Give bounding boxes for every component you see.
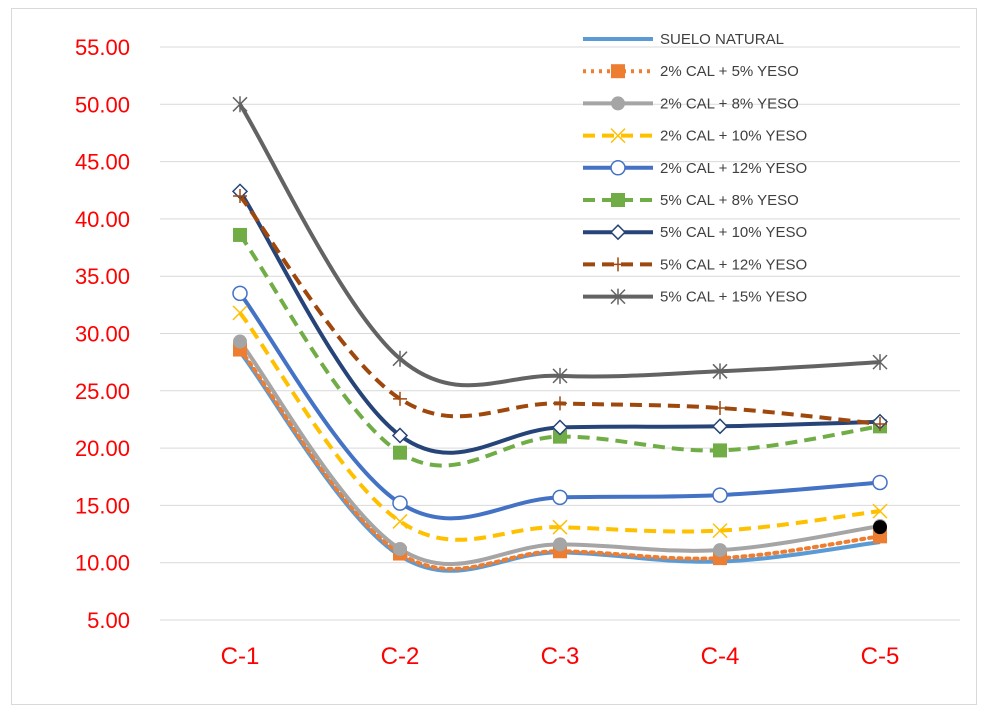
legend-label: 2% CAL + 12% YESO	[660, 160, 807, 177]
legend: SUELO NATURAL 2% CAL + 5% YESO 2% CAL + 8%…	[583, 31, 807, 306]
y-tick-label: 25.00	[75, 379, 130, 404]
series-line	[238, 340, 881, 566]
data-point	[393, 391, 407, 406]
data-point	[872, 354, 888, 371]
data-point	[553, 537, 567, 552]
data-point	[391, 427, 409, 444]
legend-label: 5% CAL + 15% YESO	[660, 289, 807, 306]
y-tick-label: 5.00	[87, 608, 130, 633]
legend-entry: 5% CAL + 10% YESO	[583, 224, 807, 241]
x-tick-label: C-2	[381, 643, 420, 670]
legend-marker	[611, 257, 625, 272]
series-line	[238, 190, 881, 455]
legend-label: 5% CAL + 12% YESO	[660, 256, 807, 273]
series-line	[238, 233, 881, 468]
y-tick-label: 30.00	[75, 322, 130, 347]
y-tick-label: 45.00	[75, 150, 130, 175]
gridlines	[160, 46, 960, 621]
legend-marker	[610, 160, 626, 176]
data-point	[233, 188, 247, 203]
x-tick-label: C-3	[541, 643, 580, 670]
data-point	[233, 334, 247, 349]
data-point	[552, 367, 568, 384]
legend-label: 5% CAL + 10% YESO	[660, 224, 807, 241]
series-line	[238, 292, 881, 521]
data-point	[393, 445, 407, 460]
legend-entry: SUELO NATURAL	[583, 31, 784, 48]
data-point	[553, 429, 567, 444]
legend-entry: 5% CAL + 8% YESO	[583, 192, 799, 209]
legend-label: 2% CAL + 8% YESO	[660, 95, 799, 112]
legend-entry: 5% CAL + 12% YESO	[583, 256, 807, 273]
data-point	[872, 503, 888, 519]
y-tick-label: 35.00	[75, 264, 130, 289]
x-tick-label: C-4	[701, 643, 740, 670]
data-point	[873, 417, 887, 432]
legend-label: SUELO NATURAL	[660, 31, 784, 48]
data-point	[711, 418, 729, 435]
data-point	[553, 396, 567, 411]
y-tick-label: 55.00	[75, 35, 130, 60]
data-point	[713, 543, 727, 558]
data-point	[712, 487, 728, 503]
series-line	[238, 194, 881, 426]
series-lines	[238, 103, 882, 573]
data-point	[712, 523, 728, 539]
legend-marker	[611, 64, 625, 79]
x-axis-tick-labels: C-1 C-2 C-3 C-4 C-5	[221, 643, 900, 670]
chart-frame	[11, 8, 977, 705]
series-line	[238, 347, 882, 571]
highlight-point	[873, 520, 887, 535]
y-tick-label: 15.00	[75, 493, 130, 518]
legend-marker	[609, 224, 627, 241]
legend-entry: 2% CAL + 5% YESO	[583, 63, 799, 80]
data-point	[713, 400, 727, 415]
legend-marker	[610, 128, 626, 144]
series-line	[238, 311, 881, 542]
data-point	[552, 519, 568, 535]
y-tick-label: 20.00	[75, 436, 130, 461]
y-axis-tick-labels: 5.00 10.00 15.00 20.00 25.00 30.00 35.00 40.00 4…	[75, 35, 130, 633]
legend-label: 2% CAL + 5% YESO	[660, 63, 799, 80]
data-point	[232, 305, 248, 321]
data-point	[232, 96, 248, 113]
data-point	[392, 495, 408, 511]
legend-label: 2% CAL + 10% YESO	[660, 128, 807, 145]
data-point	[712, 363, 728, 380]
data-point	[551, 419, 569, 436]
legend-marker	[611, 96, 625, 111]
data-point	[233, 227, 247, 242]
legend-entry: 2% CAL + 12% YESO	[583, 160, 807, 177]
legend-entry: 2% CAL + 10% YESO	[583, 128, 807, 145]
data-point	[552, 489, 568, 506]
data-point	[232, 285, 248, 302]
data-point	[392, 350, 408, 367]
legend-marker	[610, 288, 626, 305]
x-tick-label: C-1	[221, 643, 260, 670]
y-tick-label: 40.00	[75, 207, 130, 232]
legend-entry: 5% CAL + 15% YESO	[583, 288, 807, 306]
legend-entry: 2% CAL + 8% YESO	[583, 95, 799, 112]
annotations	[873, 520, 887, 535]
legend-marker	[611, 193, 625, 207]
data-point	[872, 474, 888, 491]
y-tick-label: 50.00	[75, 92, 130, 117]
series-line	[238, 103, 881, 388]
legend-label: 5% CAL + 8% YESO	[660, 192, 799, 209]
data-point	[393, 541, 407, 556]
series-markers	[231, 96, 889, 566]
data-point	[392, 513, 408, 529]
x-tick-label: C-5	[861, 643, 900, 670]
data-point	[713, 443, 727, 458]
y-tick-label: 10.00	[75, 551, 130, 576]
